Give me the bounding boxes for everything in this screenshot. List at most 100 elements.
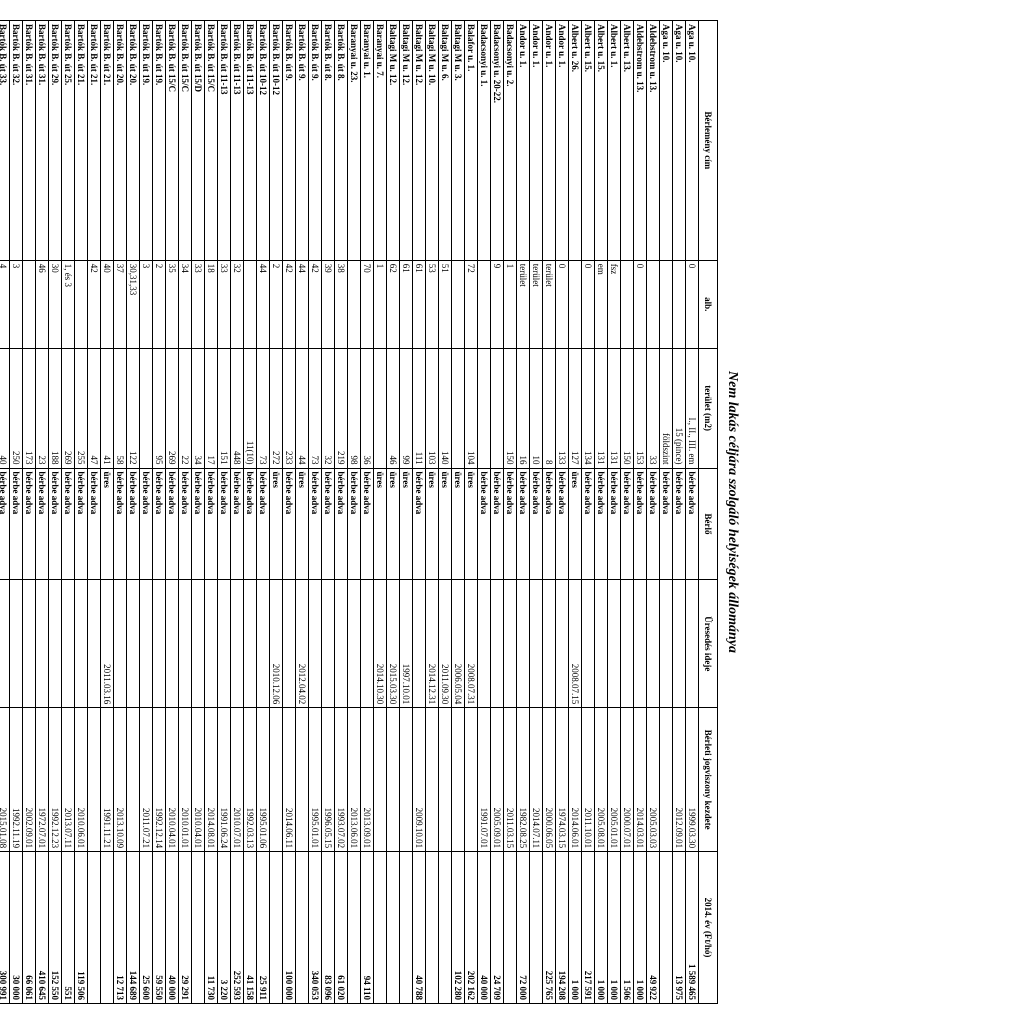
table-cell: 72 000 [517, 852, 530, 1004]
table-cell: 0 [686, 260, 699, 348]
table-cell [491, 348, 504, 468]
table-cell: 10 [530, 348, 543, 468]
table-cell: 44 [296, 348, 309, 468]
table-row: Baltagi M u. 6.51140üres2011.09.30 [439, 21, 452, 1004]
table-cell [192, 852, 205, 1004]
table-cell: 2008.07.15 [569, 580, 582, 708]
table-cell: 410 645 [36, 852, 49, 1004]
table-cell: 2012.09.01 [673, 708, 686, 852]
table-cell [218, 580, 231, 708]
table-cell [101, 852, 114, 1004]
table-row: Bartók B. út 31.4623bérbe adva1972.07.01… [36, 21, 49, 1004]
table-row: Bartók B. út 15/C35269bérbe adva2010.04.… [166, 21, 179, 1004]
table-row: Bartók B. út 9.42233bérbe adva2014.06.11… [283, 21, 296, 1004]
table-cell [530, 852, 543, 1004]
table-cell: 1992.12.23 [49, 708, 62, 852]
table-cell: 111 [413, 348, 426, 468]
table-cell: 35 [166, 260, 179, 348]
table-cell: Bartók B. út 11-13 [218, 21, 231, 261]
table-row: Bartók B. út 15/C1817bérbe adva2014.08.0… [205, 21, 218, 1004]
table-cell: Baranyai u. 1. [361, 21, 374, 261]
table-row: Baltagi M u. 12.6246üres2015.03.30 [387, 21, 400, 1004]
table-cell: 40 [0, 348, 10, 468]
table-cell [426, 852, 439, 1004]
table-cell: bérbe adva [634, 468, 647, 580]
table-cell [257, 580, 270, 708]
table-cell: bérbe adva [231, 468, 244, 580]
table-cell: 133 [556, 348, 569, 468]
table-cell [270, 852, 283, 1004]
table-cell: Bartók B. út 32. [10, 21, 23, 261]
table-cell: 2011.07.21 [140, 708, 153, 852]
table-cell [530, 580, 543, 708]
table-cell [75, 580, 88, 708]
table-cell: üres [439, 468, 452, 580]
table-cell: 61 [400, 260, 413, 348]
table-cell: Albert u. 15. [582, 21, 595, 261]
table-cell: bérbe adva [608, 468, 621, 580]
table-cell [0, 580, 10, 708]
table-cell: 41 [101, 348, 114, 468]
table-row: Andor u. 1.terület8bérbe adva2000.06.052… [543, 21, 556, 1004]
table-cell [660, 708, 673, 852]
table-cell: bérbe adva [335, 468, 348, 580]
table-cell: 47 [88, 348, 101, 468]
table-cell: Badacsonyi u. 2. [504, 21, 517, 261]
table-cell: 2013.10.09 [114, 708, 127, 852]
table-cell: 39 [322, 260, 335, 348]
table-row: Bartók B. út 8.3932bérbe adva1996.05.158… [322, 21, 335, 1004]
table-cell: 2013.07.11 [62, 708, 75, 852]
table-cell: 40 [101, 260, 114, 348]
header-start: Bérleti jogviszony kezdete [699, 708, 718, 852]
table-cell: Aga u. 10. [660, 21, 673, 261]
table-cell: 2005.03.03 [647, 708, 660, 852]
table-cell: Baltagi M u. 6. [439, 21, 452, 261]
table-cell: 1992.11.19 [10, 708, 23, 852]
table-cell [322, 580, 335, 708]
table-cell [270, 708, 283, 852]
table-cell: 2011.03.15 [504, 708, 517, 852]
table-cell: 0 [556, 260, 569, 348]
table-cell: 1996.05.15 [322, 708, 335, 852]
table-cell: bérbe adva [153, 468, 166, 580]
table-cell: Bartók B. út 19. [153, 21, 166, 261]
table-cell: 25 911 [257, 852, 270, 1004]
table-cell: üres [387, 468, 400, 580]
table-row: Aldebstrom u. 13.0153bérbe adva2014.03.0… [634, 21, 647, 1004]
table-cell [348, 260, 361, 348]
table-cell: 119 506 [75, 852, 88, 1004]
table-cell: 59 550 [153, 852, 166, 1004]
table-row: Aga u. 10.15 (pince)bérbe adva2012.09.01… [673, 21, 686, 1004]
table-cell: Bartók B. út 15/D [192, 21, 205, 261]
table-cell [465, 708, 478, 852]
table-cell: bérbe adva [283, 468, 296, 580]
table-cell: 551 [62, 852, 75, 1004]
table-cell: Bartók B. út 8. [335, 21, 348, 261]
table-cell: Bartók B. út 20. [114, 21, 127, 261]
table-cell: bérbe adva [660, 468, 673, 580]
table-cell: 104 [465, 348, 478, 468]
table-cell: 269 [62, 348, 75, 468]
table-row: Bartók B. út 20.3758bérbe adva2013.10.09… [114, 21, 127, 1004]
table-cell: Andor u. 1. [543, 21, 556, 261]
table-cell: bérbe adva [179, 468, 192, 580]
table-cell: 131 [595, 348, 608, 468]
table-cell [452, 708, 465, 852]
table-cell: 2002.09.01 [23, 708, 36, 852]
table-cell: 61 [413, 260, 426, 348]
table-cell: 16 [517, 348, 530, 468]
table-cell: 2010.04.01 [166, 708, 179, 852]
table-cell: 2008.07.31 [465, 580, 478, 708]
table-cell: bérbe adva [595, 468, 608, 580]
table-cell: bérbe adva [192, 468, 205, 580]
table-row: Bartók B. út 29.30188bérbe adva1992.12.2… [49, 21, 62, 1004]
table-cell [647, 260, 660, 348]
table-cell [478, 260, 491, 348]
table-cell: 2015.01.08 [0, 708, 10, 852]
table-cell [660, 852, 673, 1004]
table-row: Bartók B. út 15/C3422bérbe adva2010.01.0… [179, 21, 192, 1004]
table-cell: terület [543, 260, 556, 348]
table-cell: 134 [582, 348, 595, 468]
table-row: Bartók B. út 19.295bérbe adva1992.12.145… [153, 21, 166, 1004]
table-cell: üres [465, 468, 478, 580]
